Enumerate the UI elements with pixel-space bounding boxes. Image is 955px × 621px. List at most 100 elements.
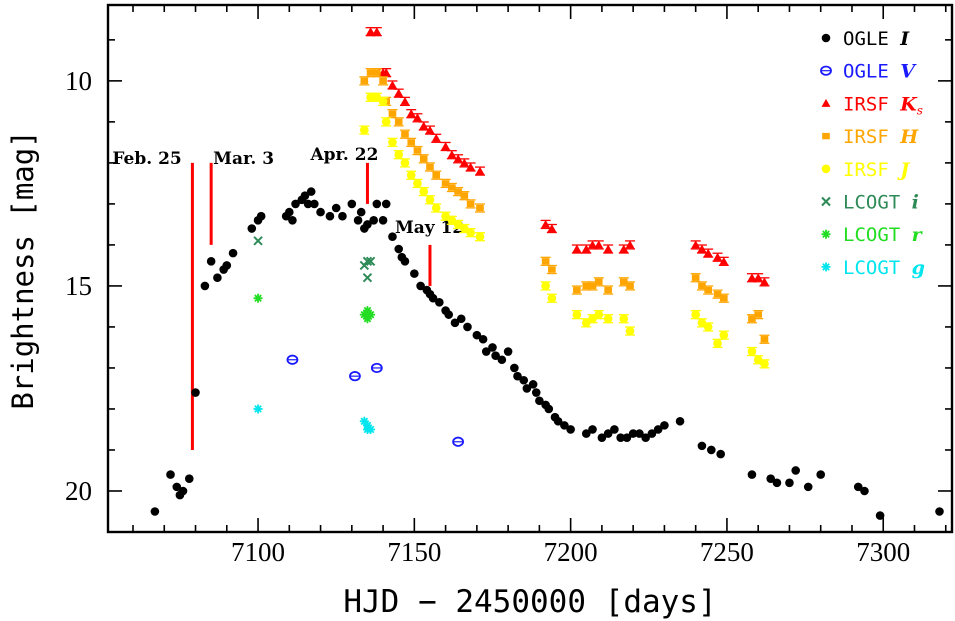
- data-point: [581, 429, 591, 438]
- marker-stroke: [254, 294, 262, 303]
- legend-label: OGLE I: [843, 28, 910, 50]
- data-point: [510, 363, 519, 373]
- legend-label: IRSF J: [843, 159, 911, 181]
- data-point: [460, 224, 469, 233]
- data-point: [200, 281, 210, 291]
- data-point: [366, 69, 375, 76]
- series-ogle-v: [286, 354, 465, 447]
- data-point: [400, 96, 410, 105]
- tick-labels: 7100 7150 7200 7250 7300 10 15 20: [65, 66, 910, 567]
- data-point: [594, 240, 604, 249]
- data-point: [431, 133, 441, 142]
- data-point: [478, 334, 488, 344]
- data-point: [369, 216, 379, 225]
- data-point: [453, 154, 463, 163]
- data-point: [720, 295, 728, 302]
- data-point: [626, 282, 634, 290]
- data-point: [360, 77, 369, 85]
- data-point: [456, 314, 466, 324]
- x-tick-label: 7200: [544, 537, 598, 567]
- data-point: [860, 486, 869, 496]
- data-point: [407, 139, 416, 146]
- data-point: [412, 113, 422, 122]
- data-point: [463, 322, 472, 332]
- data-point: [366, 27, 376, 36]
- data-point: [425, 125, 435, 134]
- data-point: [338, 211, 347, 221]
- data-point: [381, 117, 391, 127]
- data-point: [935, 507, 944, 516]
- x-tick-label: 7300: [856, 537, 910, 567]
- marker-stroke: [360, 417, 369, 426]
- data-point: [816, 470, 826, 479]
- data-point: [491, 351, 500, 360]
- data-point: [572, 310, 582, 319]
- data-point: [353, 216, 363, 225]
- data-point: [691, 240, 701, 249]
- legend-name: IRSF: [843, 126, 900, 148]
- data-point: [413, 147, 422, 154]
- data-point: [441, 141, 451, 150]
- data-point: [300, 191, 310, 201]
- data-point: [247, 224, 257, 233]
- data-point: [691, 274, 700, 281]
- data-point: [653, 425, 663, 434]
- series-irsf-ks: [365, 27, 770, 287]
- data-point: [503, 347, 513, 356]
- data-point: [466, 162, 476, 171]
- data-point: [366, 92, 375, 102]
- data-point: [365, 256, 376, 267]
- data-point: [362, 273, 373, 283]
- data-point: [400, 158, 410, 168]
- data-point: [401, 130, 409, 138]
- data-point: [378, 216, 388, 225]
- legend-label: LCOGT r: [843, 224, 924, 246]
- data-point: [760, 336, 769, 343]
- series-lcogt-i: [253, 236, 376, 283]
- data-point: [476, 204, 484, 212]
- data-point: [622, 433, 632, 442]
- data-point: [286, 354, 299, 365]
- legend-band: K: [899, 93, 918, 115]
- legend-marker: [821, 33, 831, 43]
- series-lcogt-g: [253, 404, 376, 434]
- data-point: [541, 281, 550, 291]
- data-point: [519, 375, 529, 385]
- data-point: [785, 478, 794, 488]
- data-point: [406, 109, 416, 118]
- data-point: [388, 232, 397, 242]
- series-irsf-h: [359, 68, 770, 344]
- data-point: [603, 314, 613, 324]
- data-point: [406, 170, 416, 180]
- data-point: [372, 27, 382, 36]
- data-point: [853, 482, 863, 492]
- x-tick-label: 7150: [387, 537, 441, 567]
- data-point: [419, 155, 428, 162]
- data-point: [760, 359, 769, 369]
- data-point: [698, 282, 706, 290]
- data-point: [347, 199, 357, 209]
- data-point: [703, 248, 713, 257]
- data-point: [310, 199, 319, 209]
- data-point: [206, 257, 216, 266]
- legend-band: i: [912, 192, 919, 214]
- data-point: [747, 273, 757, 282]
- data-point: [475, 166, 485, 175]
- data-point: [604, 286, 612, 294]
- marker-stroke: [365, 256, 376, 267]
- data-point: [610, 425, 619, 434]
- legend-marker: [821, 229, 831, 239]
- series-irsf-j: [359, 92, 770, 369]
- data-point: [488, 343, 497, 352]
- legend-band-subscript: s: [917, 103, 923, 117]
- legend-marker: [821, 262, 831, 272]
- data-point: [803, 482, 813, 492]
- data-point: [704, 286, 712, 294]
- data-point: [178, 486, 188, 496]
- data-point: [541, 219, 551, 228]
- series-lcogt-r: [253, 293, 376, 324]
- data-point: [441, 211, 450, 221]
- data-point: [191, 388, 200, 397]
- data-point: [360, 125, 369, 135]
